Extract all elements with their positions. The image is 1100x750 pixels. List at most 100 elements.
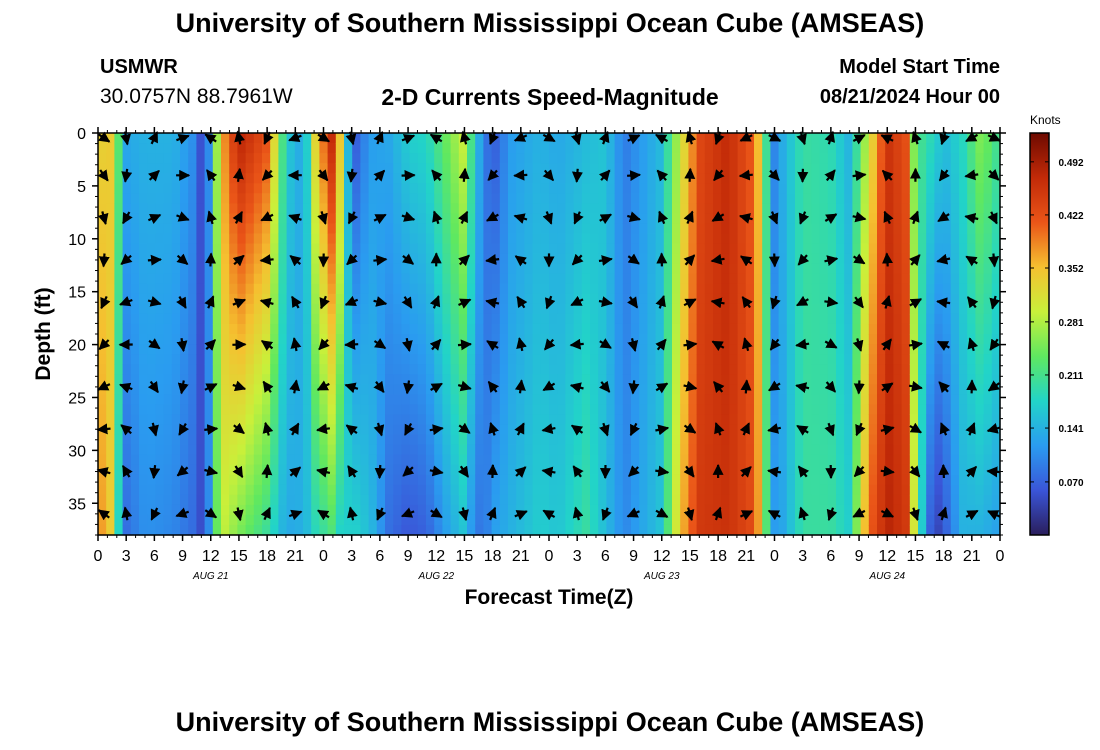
heatmap-cell (450, 404, 460, 415)
heatmap-cell (393, 173, 402, 184)
heatmap-cell (975, 313, 985, 325)
heatmap-cell (836, 173, 845, 184)
heatmap-cell (819, 424, 829, 436)
heatmap-cell (122, 273, 132, 285)
heatmap-cell (376, 344, 386, 355)
heatmap-cell (163, 313, 173, 325)
heatmap-cell (311, 253, 320, 265)
heatmap-cell (975, 484, 985, 496)
current-vector-arrow (986, 423, 1001, 434)
heatmap-cell (983, 434, 993, 446)
heatmap-cell (401, 474, 411, 486)
heatmap-cell (122, 243, 132, 255)
heatmap-cell (245, 213, 255, 225)
heatmap-cell (565, 193, 575, 204)
heatmap-cell (524, 273, 534, 285)
current-vector-arrow (514, 379, 526, 394)
heatmap-cell (516, 263, 525, 275)
heatmap-cell (795, 334, 804, 345)
heatmap-cell (926, 414, 935, 426)
heatmap-cell (811, 193, 821, 204)
heatmap-cell (713, 394, 722, 405)
heatmap-cell (368, 444, 378, 456)
heatmap-cell (745, 404, 755, 415)
heatmap-cell (196, 454, 206, 466)
heatmap-cell (196, 323, 206, 335)
heatmap-cell (934, 303, 944, 315)
heatmap-cell (647, 133, 657, 144)
heatmap-cell (204, 233, 214, 245)
heatmap-cell (877, 444, 886, 456)
heatmap-cell (614, 283, 624, 295)
current-vector-arrow (100, 295, 111, 310)
heatmap-cell (352, 504, 361, 516)
heatmap-cell (975, 504, 985, 516)
heatmap-cell (524, 193, 534, 204)
heatmap-cell (672, 464, 681, 476)
heatmap-cell (819, 293, 829, 305)
heatmap-cell (442, 334, 452, 345)
current-vector-arrow (232, 210, 243, 224)
heatmap-cell (803, 263, 812, 275)
heatmap-cell (303, 334, 312, 345)
heatmap-cell (253, 474, 263, 486)
heatmap-cell (475, 514, 484, 526)
heatmap-cell (557, 394, 566, 405)
heatmap-cell (114, 213, 124, 225)
heatmap-cell (360, 293, 370, 305)
heatmap-cell (868, 404, 878, 415)
heatmap-cell (737, 243, 747, 255)
heatmap-cell (991, 273, 1001, 285)
heatmap-cell (680, 283, 689, 295)
heatmap-cell (893, 334, 903, 345)
heatmap-cell (811, 153, 821, 164)
heatmap-cell (147, 354, 156, 365)
heatmap-cell (204, 484, 214, 496)
heatmap-cell (983, 504, 993, 516)
model-start-label: Model Start Time (839, 56, 1000, 78)
heatmap-cell (811, 313, 821, 325)
heatmap-cell (417, 354, 427, 365)
heatmap-cell (524, 514, 534, 526)
heatmap-cell (795, 364, 804, 375)
heatmap-cell (721, 424, 730, 436)
heatmap-cell (598, 364, 607, 375)
heatmap-cell (893, 364, 903, 375)
heatmap-cell (114, 183, 124, 194)
heatmap-cell (311, 354, 320, 365)
heatmap-cell (426, 263, 435, 275)
heatmap-cell (663, 394, 673, 405)
heatmap-cell (885, 464, 894, 476)
heatmap-cell (926, 464, 935, 476)
heatmap-cell (942, 323, 952, 335)
heatmap-cell (401, 354, 411, 365)
heatmap-cell (253, 293, 263, 305)
heatmap-cell (729, 344, 739, 355)
heatmap-cell (959, 374, 968, 385)
heatmap-cell (614, 243, 624, 255)
heatmap-cell (450, 293, 460, 305)
current-vector-arrow (768, 169, 780, 181)
heatmap-cell (704, 444, 714, 456)
heatmap-cell (688, 484, 698, 496)
heatmap-cell (221, 213, 230, 225)
heatmap-cell (458, 494, 468, 506)
heatmap-cell (975, 344, 985, 355)
heatmap-cell (762, 283, 771, 295)
heatmap-cell (303, 133, 312, 144)
heatmap-cell (163, 364, 173, 375)
heatmap-cell (729, 323, 739, 335)
heatmap-cell (860, 273, 870, 285)
heatmap-cell (130, 273, 140, 285)
heatmap-cell (860, 143, 870, 154)
heatmap-cell (532, 163, 542, 174)
heatmap-cell (721, 243, 730, 255)
heatmap-cell (458, 313, 468, 325)
heatmap-cell (499, 504, 509, 516)
heatmap-cell (385, 514, 394, 526)
heatmap-cell (212, 263, 222, 275)
heatmap-cell (852, 163, 862, 174)
heatmap-cell (360, 474, 370, 486)
heatmap-cell (655, 434, 665, 446)
heatmap-cell (819, 444, 829, 456)
